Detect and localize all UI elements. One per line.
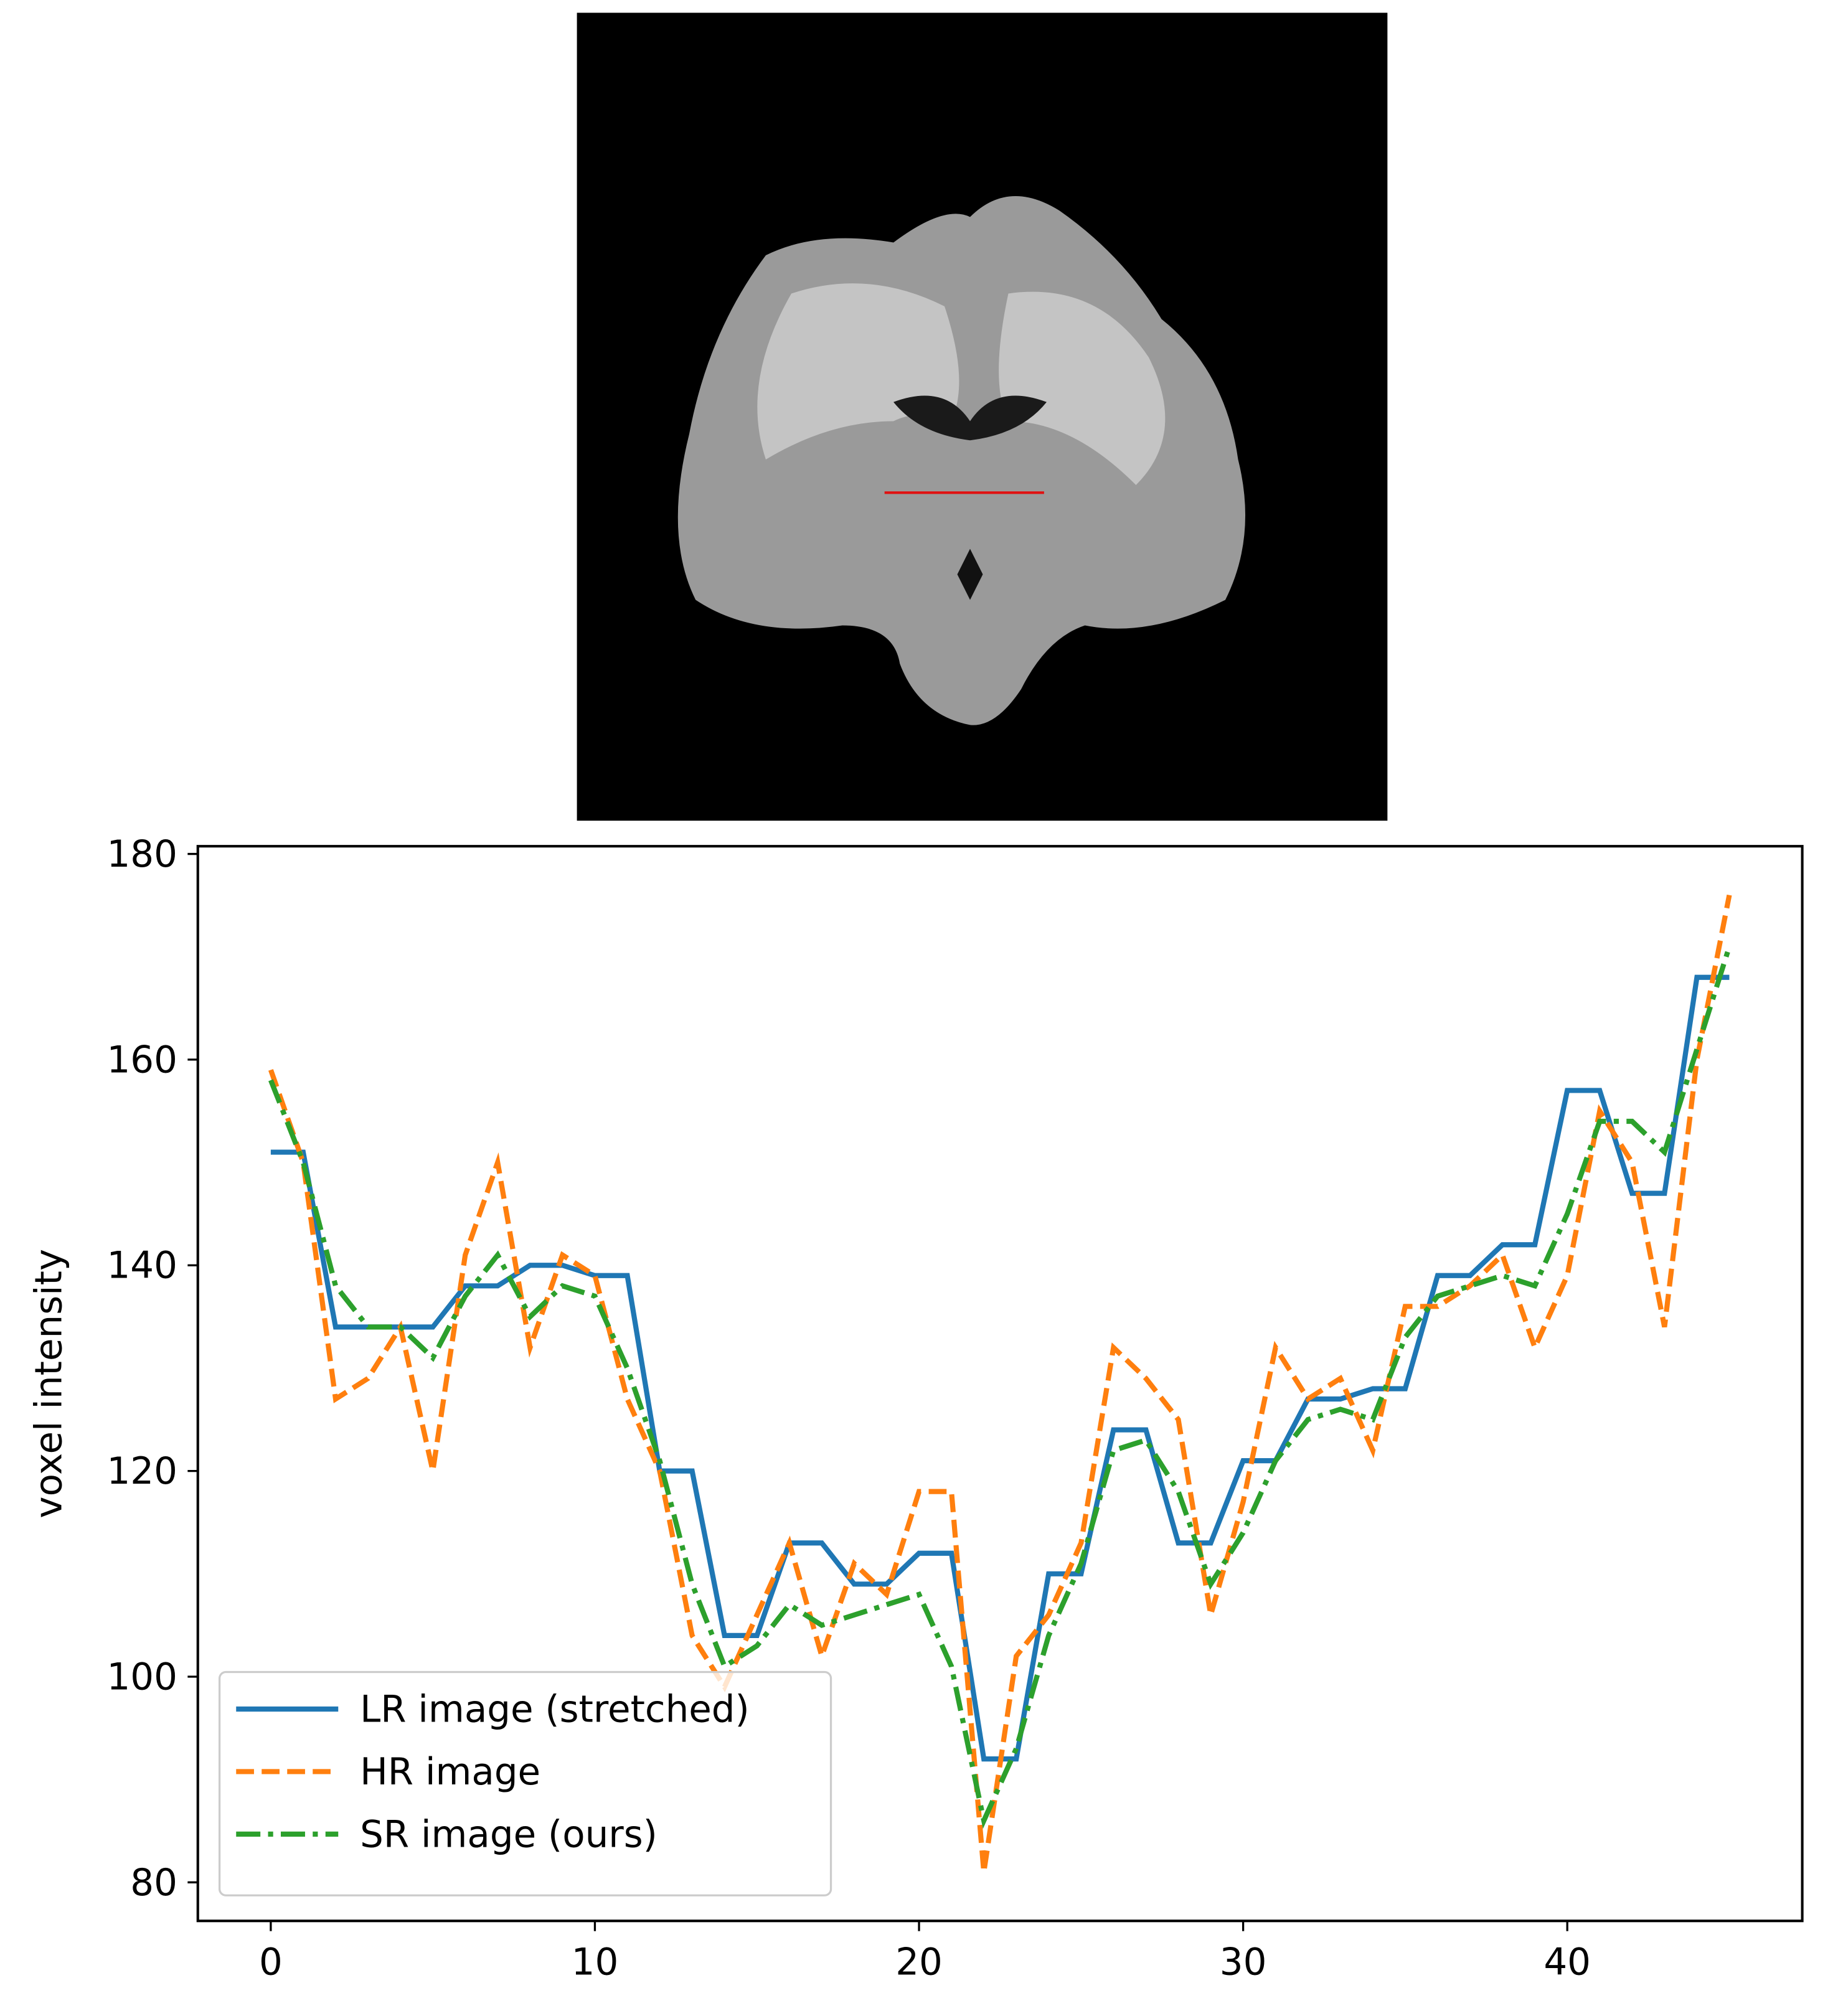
x-tick-label: 40 <box>1543 1941 1591 1984</box>
y-tick-label: 100 <box>106 1656 177 1698</box>
legend-label: HR image <box>360 1751 540 1794</box>
line-series <box>268 894 1732 1873</box>
legend-label: LR image (stretched) <box>360 1688 750 1731</box>
line-series <box>268 945 1732 1829</box>
x-tick-label: 20 <box>895 1941 943 1984</box>
y-tick-label: 160 <box>106 1039 177 1081</box>
y-tick-label: 80 <box>130 1862 177 1905</box>
x-tick-label: 10 <box>572 1941 619 1984</box>
x-tick-label: 0 <box>259 1941 283 1984</box>
legend-label: SR image (ours) <box>360 1813 657 1856</box>
x-tick-label: 30 <box>1220 1941 1267 1984</box>
legend: LR image (stretched) HR image SR image (ou… <box>218 1670 832 1896</box>
axes-frame <box>196 845 1804 1923</box>
brain-image <box>577 12 1388 821</box>
y-tick-label: 180 <box>106 833 177 876</box>
y-axis-label: voxel intensity <box>27 1249 70 1519</box>
y-tick-label: 140 <box>106 1245 177 1288</box>
line-series <box>270 974 1730 1762</box>
legend-box <box>218 1670 832 1896</box>
y-tick-label: 120 <box>106 1450 177 1493</box>
